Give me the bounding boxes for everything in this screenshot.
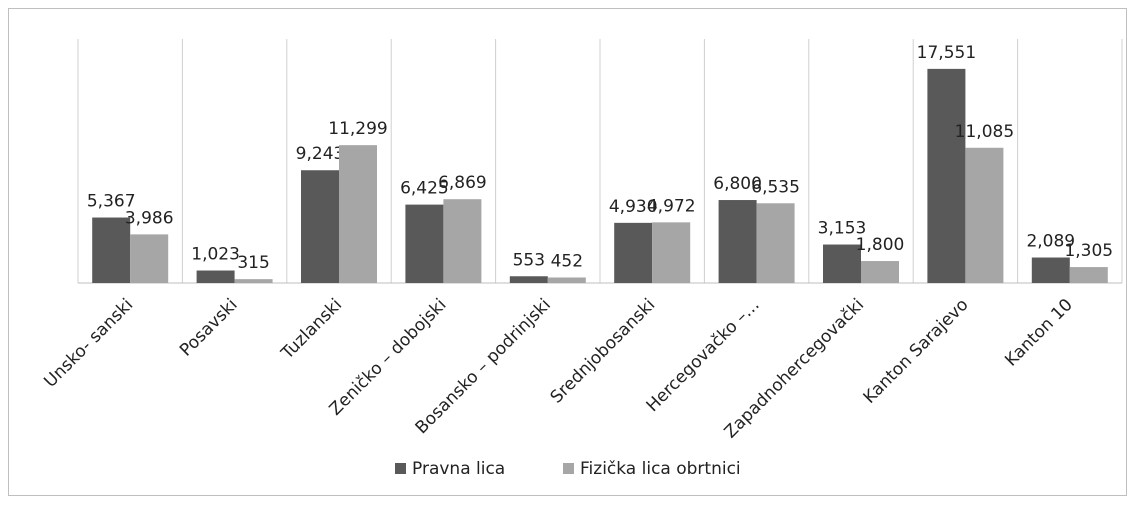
bar xyxy=(547,277,586,283)
bar xyxy=(718,200,757,283)
data-label: 1,800 xyxy=(856,235,905,255)
chart-border xyxy=(8,8,1127,496)
x-tick-label: Hercegovačko –… xyxy=(643,295,764,416)
legend-swatch xyxy=(395,463,406,474)
bar xyxy=(339,145,377,283)
bar xyxy=(130,234,169,283)
x-tick-label: Srednjobosanski xyxy=(547,295,660,408)
data-label: 6,869 xyxy=(438,173,487,193)
data-label: 3,153 xyxy=(818,219,867,239)
bar xyxy=(509,276,548,283)
x-tick-label: Unsko- sanski xyxy=(40,295,137,392)
bar xyxy=(927,68,966,283)
data-label: 5,367 xyxy=(87,192,136,212)
x-tick-label: Tuzlanski xyxy=(277,295,346,364)
data-label: 452 xyxy=(551,251,583,271)
data-label: 4,972 xyxy=(647,196,696,216)
bar xyxy=(861,261,899,283)
bar xyxy=(1031,257,1070,283)
bar xyxy=(1069,267,1108,283)
bar xyxy=(756,203,795,283)
data-label: 6,425 xyxy=(400,179,449,199)
bar xyxy=(652,222,691,283)
x-tick-label: Kanton 10 xyxy=(1001,295,1077,371)
data-label: 315 xyxy=(237,253,269,273)
data-label: 3,986 xyxy=(125,208,174,228)
data-label: 553 xyxy=(513,250,545,270)
data-label: 2,089 xyxy=(1026,232,1075,252)
data-label: 17,551 xyxy=(917,43,976,63)
data-label: 6,800 xyxy=(713,174,762,194)
data-label: 1,305 xyxy=(1064,241,1113,261)
bar xyxy=(405,204,444,283)
data-label: 11,085 xyxy=(955,122,1014,142)
data-label: 6,535 xyxy=(751,177,800,197)
data-label: 9,243 xyxy=(296,144,345,164)
legend-label: Pravna lica xyxy=(412,459,505,479)
legend-swatch xyxy=(563,463,574,474)
bar xyxy=(92,217,131,283)
bar xyxy=(234,279,273,283)
x-tick-label: Posavski xyxy=(176,295,242,361)
bar xyxy=(443,199,482,283)
bar xyxy=(614,222,653,283)
bar xyxy=(823,244,861,283)
bar xyxy=(965,147,1004,283)
bar xyxy=(196,270,235,283)
legend-label: Fizička lica obrtnici xyxy=(580,459,741,479)
x-tick-label: Zeničko – dobojski xyxy=(326,295,451,420)
data-label: 1,023 xyxy=(191,245,240,265)
data-label: 4,930 xyxy=(609,197,658,217)
bar xyxy=(301,170,339,283)
x-tick-label: Kanton Sarajevo xyxy=(860,295,973,408)
data-label: 11,299 xyxy=(328,119,387,139)
